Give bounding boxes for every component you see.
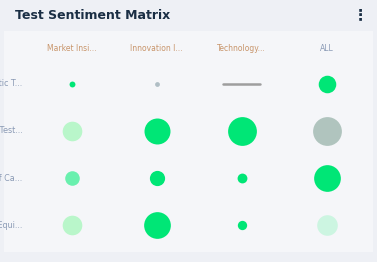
Text: Innovation I...: Innovation I... — [130, 43, 183, 52]
Text: Point Of Ca...: Point Of Ca... — [0, 174, 23, 183]
Point — [154, 129, 160, 133]
Text: Technology...: Technology... — [217, 43, 266, 52]
Text: Automatic T...: Automatic T... — [0, 79, 23, 88]
Text: ⋮: ⋮ — [352, 8, 368, 23]
Text: Testing Equi...: Testing Equi... — [0, 221, 23, 230]
Point — [69, 223, 75, 228]
Point — [323, 81, 329, 86]
Point — [69, 176, 75, 180]
Point — [239, 129, 245, 133]
Point — [323, 223, 329, 228]
Point — [239, 223, 245, 228]
Point — [154, 176, 160, 180]
Point — [323, 176, 329, 180]
Point — [323, 129, 329, 133]
Point — [69, 129, 75, 133]
Point — [154, 81, 160, 86]
Point — [239, 176, 245, 180]
Text: Genetic Test...: Genetic Test... — [0, 126, 23, 135]
Point — [154, 223, 160, 228]
Text: ALL: ALL — [320, 43, 333, 52]
Point — [69, 81, 75, 86]
Text: Market Insi...: Market Insi... — [47, 43, 97, 52]
Text: Test Sentiment Matrix: Test Sentiment Matrix — [15, 9, 170, 21]
